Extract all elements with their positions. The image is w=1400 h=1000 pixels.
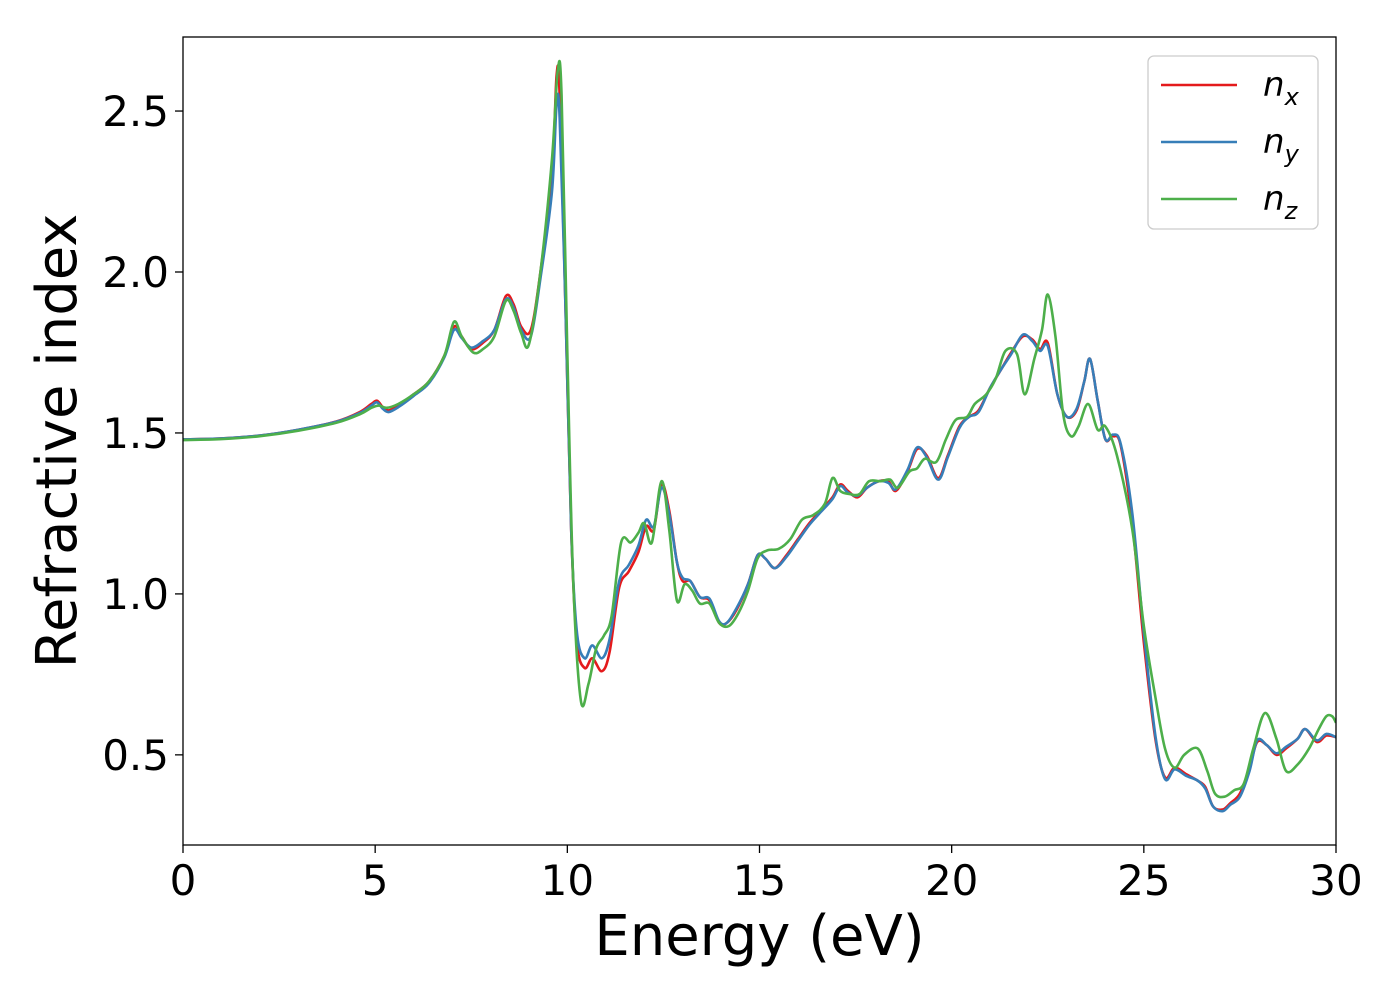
x-tick-label: 30 xyxy=(1309,856,1362,905)
y-tick-label: 2.0 xyxy=(102,248,169,297)
legend-label-ny: ny xyxy=(1263,122,1300,168)
x-tick-label: 0 xyxy=(170,856,197,905)
x-axis: 0 5 10 15 20 25 30 xyxy=(170,845,1363,905)
x-tick-label: 15 xyxy=(733,856,786,905)
legend: nx ny nz xyxy=(1147,55,1319,230)
legend-label-nx: nx xyxy=(1263,65,1300,111)
y-axis-title: Refractive index xyxy=(25,214,90,669)
series-line-nz xyxy=(183,59,1336,799)
x-tick-label: 20 xyxy=(925,856,978,905)
y-tick-label: 0.5 xyxy=(102,731,169,780)
x-axis-title: Energy (eV) xyxy=(594,904,924,969)
y-axis: 0.5 1.0 1.5 2.0 2.5 xyxy=(102,87,183,780)
series-layer xyxy=(183,59,1336,813)
y-tick-label: 2.5 xyxy=(102,87,169,136)
plot-area xyxy=(183,37,1336,845)
y-tick-label: 1.0 xyxy=(102,570,169,619)
x-tick-label: 5 xyxy=(362,856,389,905)
y-tick-label: 1.5 xyxy=(102,409,169,458)
legend-label-nz: nz xyxy=(1263,179,1299,225)
x-tick-label: 25 xyxy=(1117,856,1170,905)
x-tick-label: 10 xyxy=(541,856,594,905)
